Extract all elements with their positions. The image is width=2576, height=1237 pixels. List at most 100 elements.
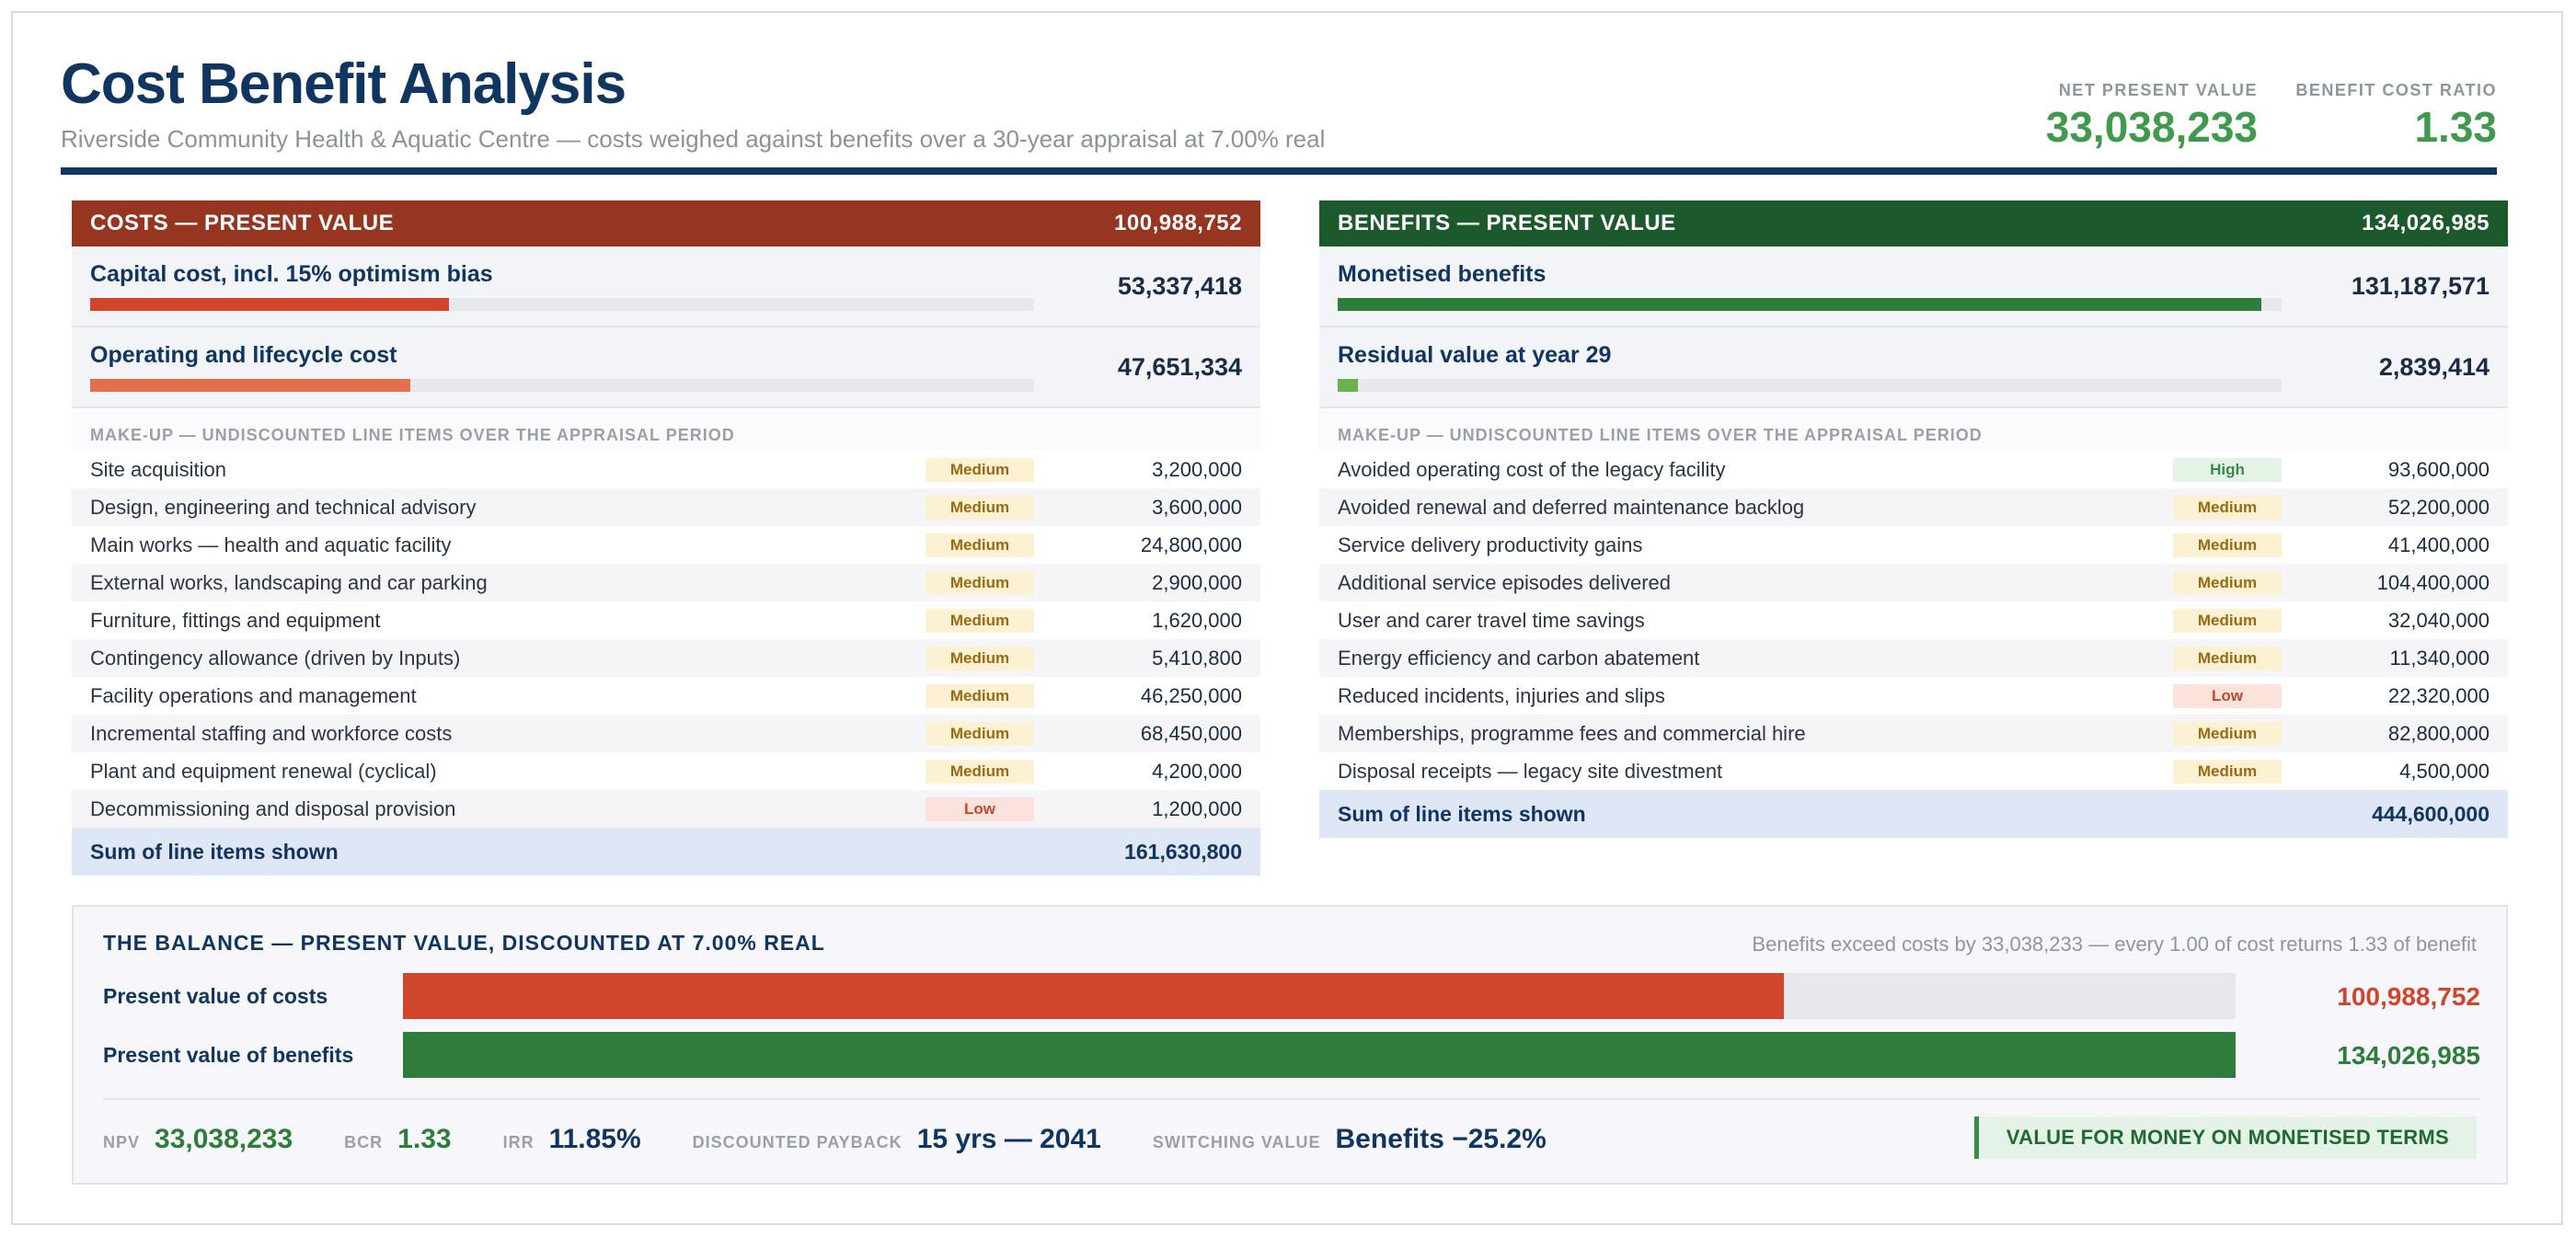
benefits-line-label: Memberships, programme fees and commerci… [1338,721,1806,745]
confidence-badge: Low [2173,683,2282,708]
metric-label: SWITCHING VALUE [1152,1133,1321,1151]
cost-pv-value: 47,651,334 [1117,353,1242,381]
benefits-line-item: Energy efficiency and carbon abatement Me… [1319,639,2508,677]
benefit-pv-value: 131,187,571 [2351,272,2490,300]
benefits-line-value: 4,500,000 [2399,759,2490,783]
benefits-sum-value: 444,600,000 [2372,801,2490,826]
balance-note: Benefits exceed costs by 33,038,233 — ev… [1752,933,2477,956]
benefit-pv-bar [1338,298,2261,311]
costs-line-value: 3,600,000 [1152,495,1242,519]
metric-label: NPV [103,1133,141,1151]
costs-line-label: Site acquisition [90,457,226,481]
confidence-badge: Medium [926,608,1034,633]
costs-line-label: Main works — health and aquatic facility [90,533,452,556]
cost-pv-value: 53,337,418 [1117,272,1242,300]
balance-benefits-track [403,1032,2236,1078]
benefits-line-item: Reduced incidents, injuries and slips Low… [1319,677,2508,715]
confidence-badge: Medium [926,457,1034,482]
benefits-line-item: Avoided operating cost of the legacy fac… [1319,451,2508,488]
cost-pv-label: Capital cost, incl. 15% optimism bias [90,261,493,287]
costs-sum-row: Sum of line items shown 161,630,800 [72,828,1260,876]
costs-header-label: COSTS — PRESENT VALUE [90,211,395,235]
balance-benefits-row: Present value of benefits 134,026,985 [103,1032,2480,1078]
metric-label: IRR [502,1133,535,1151]
benefit-pv-label: Monetised benefits [1338,261,1547,287]
metric-value: 15 yrs — 2041 [916,1124,1101,1154]
bcr-kpi-label: BENEFIT COST RATIO [2295,81,2497,99]
costs-sum-value: 161,630,800 [1124,839,1242,864]
benefits-line-value: 93,600,000 [2387,457,2490,481]
benefits-sum-label: Sum of line items shown [1338,801,1586,826]
confidence-badge: Medium [2173,495,2282,520]
confidence-badge: Medium [2173,646,2282,670]
cost-pv-label: Operating and lifecycle cost [90,342,397,368]
benefits-makeup-title: MAKE-UP — UNDISCOUNTED LINE ITEMS OVER T… [1338,426,1983,444]
balance-costs-row: Present value of costs 100,988,752 [103,973,2480,1019]
benefits-line-value: 52,200,000 [2387,495,2490,519]
summary-metrics: NPV 33,038,233 BCR 1.33 IRR 11.85% DISCOUNTED … [103,1124,1598,1155]
benefits-line-items: Avoided operating cost of the legacy fac… [1319,451,2508,790]
npv-kpi-value: 33,038,233 [2045,103,2258,151]
benefits-line-label: Energy efficiency and carbon abatement [1338,646,1700,670]
costs-line-label: External works, landscaping and car park… [90,570,488,594]
benefits-panel-header: BENEFITS — PRESENT VALUE 134,026,985 [1319,200,2508,246]
balance-costs-value: 100,988,752 [2337,982,2480,1011]
npv-kpi-label: NET PRESENT VALUE [2058,81,2258,99]
costs-panel-header: COSTS — PRESENT VALUE 100,988,752 [72,200,1260,246]
costs-line-label: Contingency allowance (driven by Inputs) [90,646,461,670]
benefits-makeup: MAKE-UP — UNDISCOUNTED LINE ITEMS OVER T… [1319,408,2508,790]
balance-costs-label: Present value of costs [103,984,328,1008]
balance-benefits-bar [403,1032,2236,1078]
costs-line-item: Facility operations and management Medium… [72,677,1260,715]
bcr-kpi-value: 1.33 [2414,103,2497,151]
costs-line-item: Decommissioning and disposal provision Lo… [72,790,1260,828]
cost-pv-row: Operating and lifecycle cost 47,651,334 [72,327,1260,408]
benefits-line-item: Disposal receipts — legacy site divestme… [1319,752,2508,790]
balance-divider [103,1098,2480,1100]
costs-line-item: Main works — health and aquatic facility… [72,526,1260,564]
confidence-badge: Medium [926,646,1034,670]
benefit-pv-value: 2,839,414 [2378,353,2490,381]
confidence-badge: Medium [2173,608,2282,633]
costs-line-item: Design, engineering and technical adviso… [72,488,1260,526]
costs-line-label: Design, engineering and technical adviso… [90,495,477,519]
costs-line-label: Plant and equipment renewal (cyclical) [90,759,437,783]
benefits-line-value: 41,400,000 [2387,533,2490,556]
benefits-line-label: Avoided operating cost of the legacy fac… [1338,457,1726,481]
metric-discounted-payback: DISCOUNTED PAYBACK 15 yrs — 2041 [693,1124,1101,1155]
confidence-badge: Medium [926,495,1034,520]
confidence-badge: Medium [926,533,1034,557]
confidence-badge: Medium [2173,759,2282,784]
balance-benefits-label: Present value of benefits [103,1043,354,1067]
benefits-line-label: Service delivery productivity gains [1338,533,1643,556]
costs-line-value: 46,250,000 [1140,683,1242,707]
benefits-line-value: 32,040,000 [2387,608,2490,632]
page-title: Cost Benefit Analysis [61,52,627,116]
costs-makeup: MAKE-UP — UNDISCOUNTED LINE ITEMS OVER T… [72,408,1260,828]
benefit-pv-track [1338,379,2282,392]
confidence-badge: Low [926,796,1034,821]
benefits-line-item: Avoided renewal and deferred maintenance… [1319,488,2508,526]
costs-sum-label: Sum of line items shown [90,839,339,864]
report-header: Cost Benefit Analysis Riverside Communit… [61,46,2497,177]
benefit-pv-label: Residual value at year 29 [1338,342,1612,368]
costs-line-value: 1,200,000 [1152,796,1242,820]
balance-title: THE BALANCE — PRESENT VALUE, DISCOUNTED … [103,931,825,955]
npv-kpi: NET PRESENT VALUE 33,038,233 [2046,81,2258,152]
cost-pv-track [90,298,1034,311]
confidence-badge: Medium [2173,570,2282,595]
costs-panel: COSTS — PRESENT VALUE 100,988,752 Capita… [72,200,1260,876]
benefits-line-label: Additional service episodes delivered [1338,570,1671,594]
page-subtitle: Riverside Community Health & Aquatic Cen… [61,125,1326,153]
confidence-badge: Medium [926,570,1034,595]
costs-header-total: 100,988,752 [1114,211,1242,235]
costs-line-label: Incremental staffing and workforce costs [90,721,453,745]
metric-value: Benefits −25.2% [1335,1124,1547,1154]
benefits-header-total: 134,026,985 [2362,211,2490,235]
costs-line-value: 2,900,000 [1152,570,1242,594]
costs-line-items: Site acquisition Medium 3,200,000 Design, e… [72,451,1260,828]
costs-line-label: Furniture, fittings and equipment [90,608,381,632]
confidence-badge: Medium [926,721,1034,746]
header-divider [61,167,2497,175]
bcr-kpi: BENEFIT COST RATIO 1.33 [2295,81,2497,152]
